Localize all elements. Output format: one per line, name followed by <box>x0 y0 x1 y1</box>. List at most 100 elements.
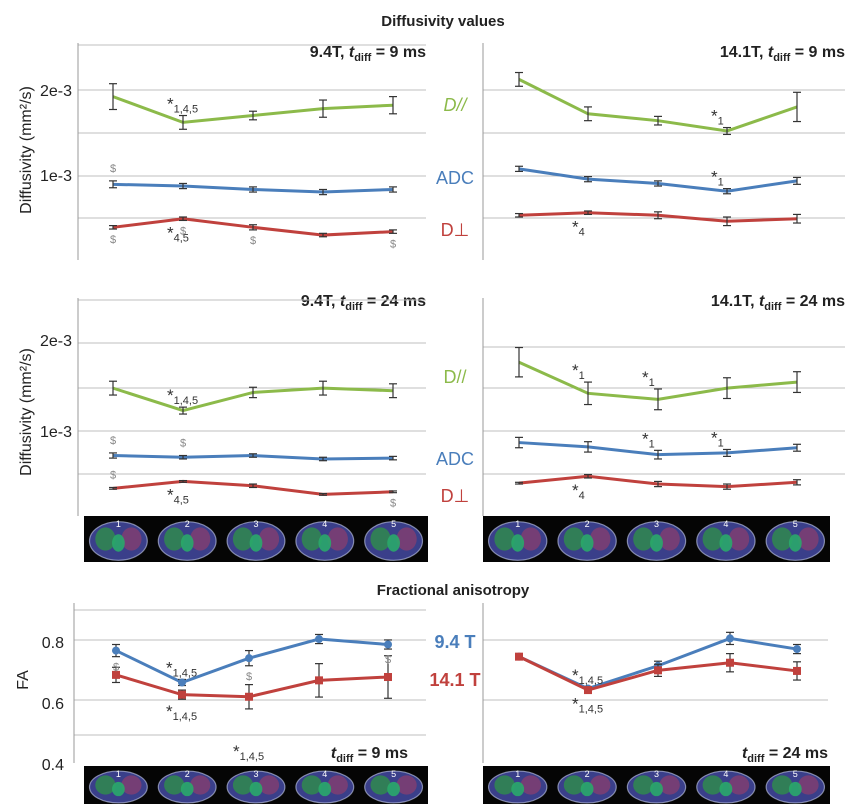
brain-slice-label: 5 <box>391 519 396 529</box>
sig-sub: 1,4,5 <box>579 704 603 716</box>
label-d-perp-mid: D⊥ <box>441 486 470 506</box>
dollar-marker: $ <box>180 438 186 450</box>
brain-tissue-center <box>650 534 663 552</box>
brain-tissue-green <box>633 527 654 551</box>
title-field: 14.1T, <box>711 293 759 310</box>
title-val: = 24 ms <box>764 745 828 762</box>
tick-label-2e3-mid: 2e-3 <box>40 333 72 350</box>
brain-slice-strips: 1 2 3 4 5 1 2 3 4 5 1 2 3 4 5 1 2 3 4 5 <box>84 516 830 804</box>
brain-tissue-green <box>370 527 391 551</box>
sig-star: * <box>711 107 718 126</box>
brain-slice-label: 5 <box>793 769 798 779</box>
panel-diff-94-9: *1,4,5*4,5$$$$ $ <box>77 43 426 260</box>
brain-tissue-magenta <box>327 775 348 795</box>
sig-sub: 1 <box>579 370 585 382</box>
title-sub: diff <box>354 52 371 64</box>
brain-tissue-green <box>702 775 723 795</box>
brain-tissue-green <box>232 775 254 795</box>
section-title-fa: Fractional anisotropy <box>377 582 530 599</box>
data-point <box>384 673 392 682</box>
label-d-parallel-top: D// <box>443 95 468 115</box>
brain-tissue-green <box>232 527 254 551</box>
brain-tissue-center <box>180 781 194 797</box>
brain-outline <box>487 770 548 804</box>
sig-sub: 4,5 <box>174 232 189 244</box>
brain-tissue-green <box>494 775 515 795</box>
title-sub: diff <box>345 301 362 313</box>
fa-tick-label-08: 0.8 <box>42 635 64 652</box>
sig-sub: 4,5 <box>174 494 189 506</box>
brain-tissue-magenta <box>520 527 542 551</box>
significance-marker: *4,5 <box>167 485 189 506</box>
brain-tissue-green <box>95 775 116 795</box>
brain-slice-label: 4 <box>322 519 327 529</box>
brain-tissue-magenta <box>520 775 542 795</box>
significance-marker: *1 <box>711 107 724 128</box>
significance-marker: *1 <box>642 368 655 389</box>
data-point <box>315 635 323 644</box>
brain-tissue-magenta <box>798 775 819 795</box>
y-axis-label-top: Diffusivity (mm²/s) <box>18 86 35 214</box>
sig-star: * <box>572 217 579 236</box>
brain-tissue-magenta <box>590 527 611 551</box>
brain-tissue-center <box>387 534 400 552</box>
label-fa-141: 14.1 T <box>429 670 480 690</box>
brain-tissue-center <box>180 534 194 552</box>
brain-tissue-center <box>249 534 263 552</box>
brain-slice-label: 2 <box>585 769 590 779</box>
brain-tissue-magenta <box>396 775 417 795</box>
series-line-ADC <box>518 167 798 193</box>
tick-label-1e3-mid: 1e-3 <box>40 424 72 441</box>
brain-outline <box>295 770 355 804</box>
brain-outline <box>88 521 148 561</box>
dollar-marker: $ <box>390 498 396 510</box>
brain-outline <box>487 521 548 561</box>
sig-sub: 1,4,5 <box>173 711 197 723</box>
title-val: = 9 ms <box>790 44 845 61</box>
title-t: t <box>331 745 337 762</box>
fa-tick-label-06: 0.6 <box>42 696 64 713</box>
tick-label-2e3-top: 2e-3 <box>40 83 72 100</box>
significance-marker: *1 <box>642 429 655 450</box>
panel-title-fa-24: tdiff = 24 ms <box>742 745 828 765</box>
brain-tissue-green <box>301 775 322 795</box>
sig-sub: 1,4,5 <box>173 667 197 679</box>
significance-marker: *1,4,5 <box>167 95 198 116</box>
label-d-parallel-mid: D// <box>443 367 466 387</box>
sig-star: * <box>167 386 174 405</box>
brain-tissue-magenta <box>728 775 750 795</box>
brain-tissue-center <box>112 534 125 552</box>
significance-marker: *1 <box>572 361 585 382</box>
chart-panels: *1,4,5*4,5$$$$ $*1*1*4*1,4,5*4,5$ $$$*1 *1*… <box>73 43 845 763</box>
sig-sub: 1,4,5 <box>174 395 198 407</box>
brain-tissue-magenta <box>659 527 680 551</box>
data-point <box>584 686 592 695</box>
dollar-marker: $ <box>246 671 252 683</box>
title-t: t <box>340 293 346 310</box>
brain-strip: 1 2 3 4 5 <box>84 516 428 562</box>
brain-outline <box>88 770 148 804</box>
brain-outline <box>557 521 617 561</box>
brain-outline <box>626 521 687 561</box>
title-t: t <box>349 44 355 61</box>
dollar-marker: $ <box>113 662 119 674</box>
brain-outline <box>765 770 826 804</box>
data-point <box>793 645 801 654</box>
brain-tissue-green <box>370 775 391 795</box>
brain-tissue-center <box>318 534 332 552</box>
brain-tissue-center <box>112 781 125 797</box>
significance-marker: *1,4,5 <box>166 702 197 723</box>
brain-slice-label: 1 <box>515 769 520 779</box>
title-field: 9.4T, <box>310 44 349 61</box>
panel-title-diff-94-24: 9.4T, tdiff = 24 ms <box>301 293 426 313</box>
data-point <box>384 640 392 649</box>
brain-tissue-magenta <box>121 775 142 795</box>
brain-tissue-center <box>580 781 594 797</box>
significance-marker: *1 <box>711 428 724 449</box>
brain-tissue-center <box>249 781 263 797</box>
sig-sub: 1 <box>718 177 724 189</box>
fa-tick-label-04: 0.4 <box>42 757 64 774</box>
significance-marker: *4,5 <box>167 223 189 244</box>
brain-tissue-green <box>563 527 585 551</box>
